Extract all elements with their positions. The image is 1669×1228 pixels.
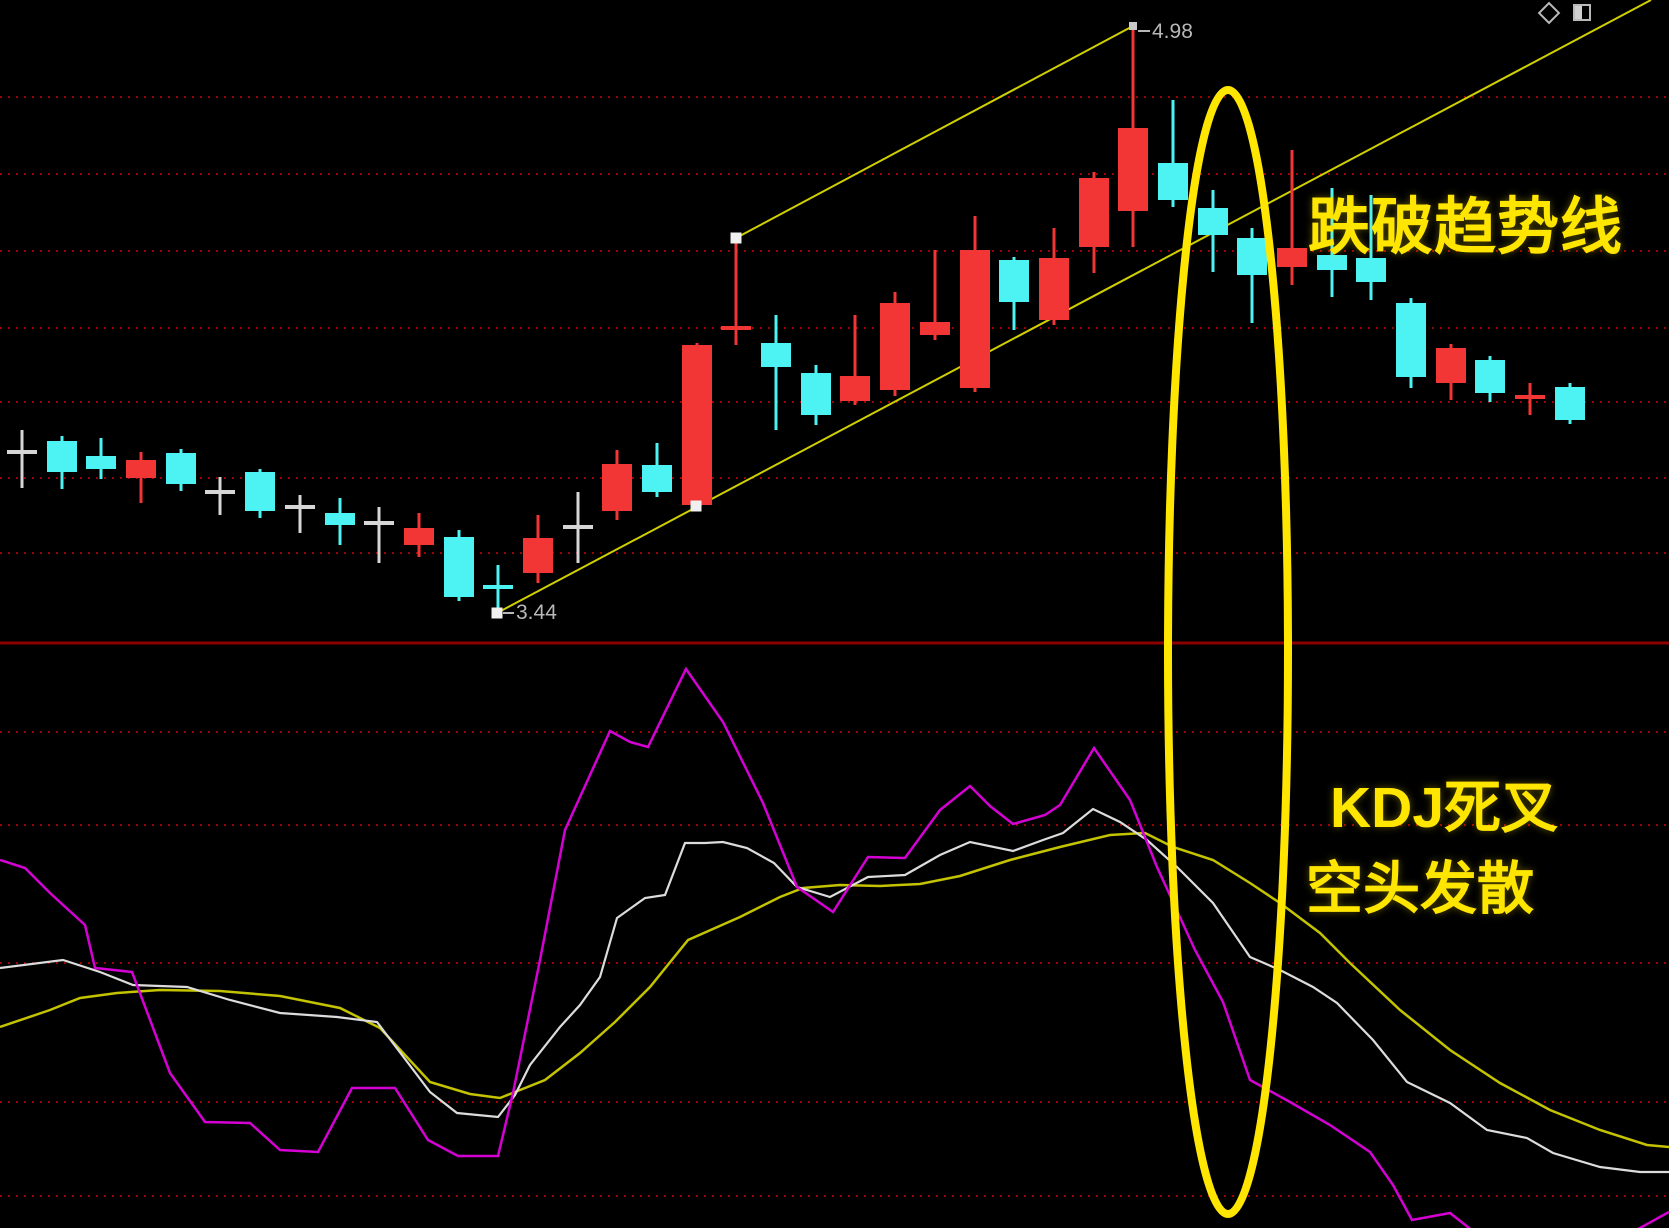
candlestick[interactable] <box>205 490 235 494</box>
toolbar-icons <box>1537 1 1591 24</box>
candlestick[interactable] <box>880 303 910 390</box>
support-trendline[interactable] <box>496 0 1652 614</box>
candlestick[interactable] <box>1475 360 1505 393</box>
candlestick[interactable] <box>523 538 553 573</box>
candlestick[interactable] <box>483 585 513 589</box>
diamond-tool-icon[interactable] <box>1537 1 1561 24</box>
low-price-label: 3.44 <box>516 601 557 624</box>
candlestick[interactable] <box>285 505 315 509</box>
candlestick[interactable] <box>840 376 870 401</box>
candlestick[interactable] <box>1515 395 1545 399</box>
candlestick[interactable] <box>682 345 712 505</box>
candlestick[interactable] <box>47 441 77 472</box>
candlestick[interactable] <box>444 537 474 597</box>
kdj-death-cross-annotation-line2: 空头发散 <box>1306 857 1534 921</box>
candlestick[interactable] <box>999 260 1029 302</box>
split-square-panel-icon[interactable] <box>1573 4 1591 21</box>
candlestick[interactable] <box>126 460 156 478</box>
candlestick[interactable] <box>721 326 751 330</box>
candlestick[interactable] <box>801 373 831 415</box>
candlestick[interactable] <box>602 464 632 511</box>
resistance-trendline[interactable] <box>735 25 1134 239</box>
candlestick[interactable] <box>1079 178 1109 247</box>
candlestick[interactable] <box>1396 303 1426 377</box>
trendline-anchor-marker[interactable] <box>1129 22 1137 30</box>
candlestick[interactable] <box>1198 208 1228 235</box>
trendline-anchor-marker[interactable] <box>690 500 702 512</box>
candlestick[interactable] <box>1277 248 1307 267</box>
candlestick[interactable] <box>86 456 116 469</box>
candlestick[interactable] <box>1158 163 1188 200</box>
highlight-ellipse <box>1164 86 1292 1218</box>
trendline-anchor-marker[interactable] <box>730 232 742 244</box>
kdj-k-line <box>0 807 1669 1174</box>
candlestick[interactable] <box>920 322 950 335</box>
high-price-label: 4.98 <box>1152 20 1193 43</box>
candlestick[interactable] <box>1356 258 1386 282</box>
candlestick[interactable] <box>1118 128 1148 211</box>
candlestick[interactable] <box>364 521 394 525</box>
candlestick[interactable] <box>1317 255 1347 270</box>
trendline-break-annotation: 跌破趋势线 <box>1308 193 1624 262</box>
candlestick[interactable] <box>325 513 355 525</box>
kdj-j-line <box>0 666 1669 1228</box>
candlestick[interactable] <box>166 453 196 484</box>
candlestick[interactable] <box>245 472 275 511</box>
candlestick[interactable] <box>1039 258 1069 320</box>
candlestick[interactable] <box>761 343 791 367</box>
candlestick[interactable] <box>563 525 593 529</box>
kdj-d-line <box>0 831 1669 1149</box>
candlestick[interactable] <box>1555 387 1585 420</box>
candlestick[interactable] <box>7 450 37 454</box>
candlestick[interactable] <box>1237 238 1267 275</box>
candlestick[interactable] <box>960 250 990 388</box>
candlestick[interactable] <box>642 465 672 492</box>
candlestick[interactable] <box>404 528 434 545</box>
trendline-anchor-marker[interactable] <box>491 607 503 619</box>
candlestick[interactable] <box>1436 348 1466 383</box>
kdj-death-cross-annotation-line1: KDJ死叉 <box>1330 776 1559 840</box>
